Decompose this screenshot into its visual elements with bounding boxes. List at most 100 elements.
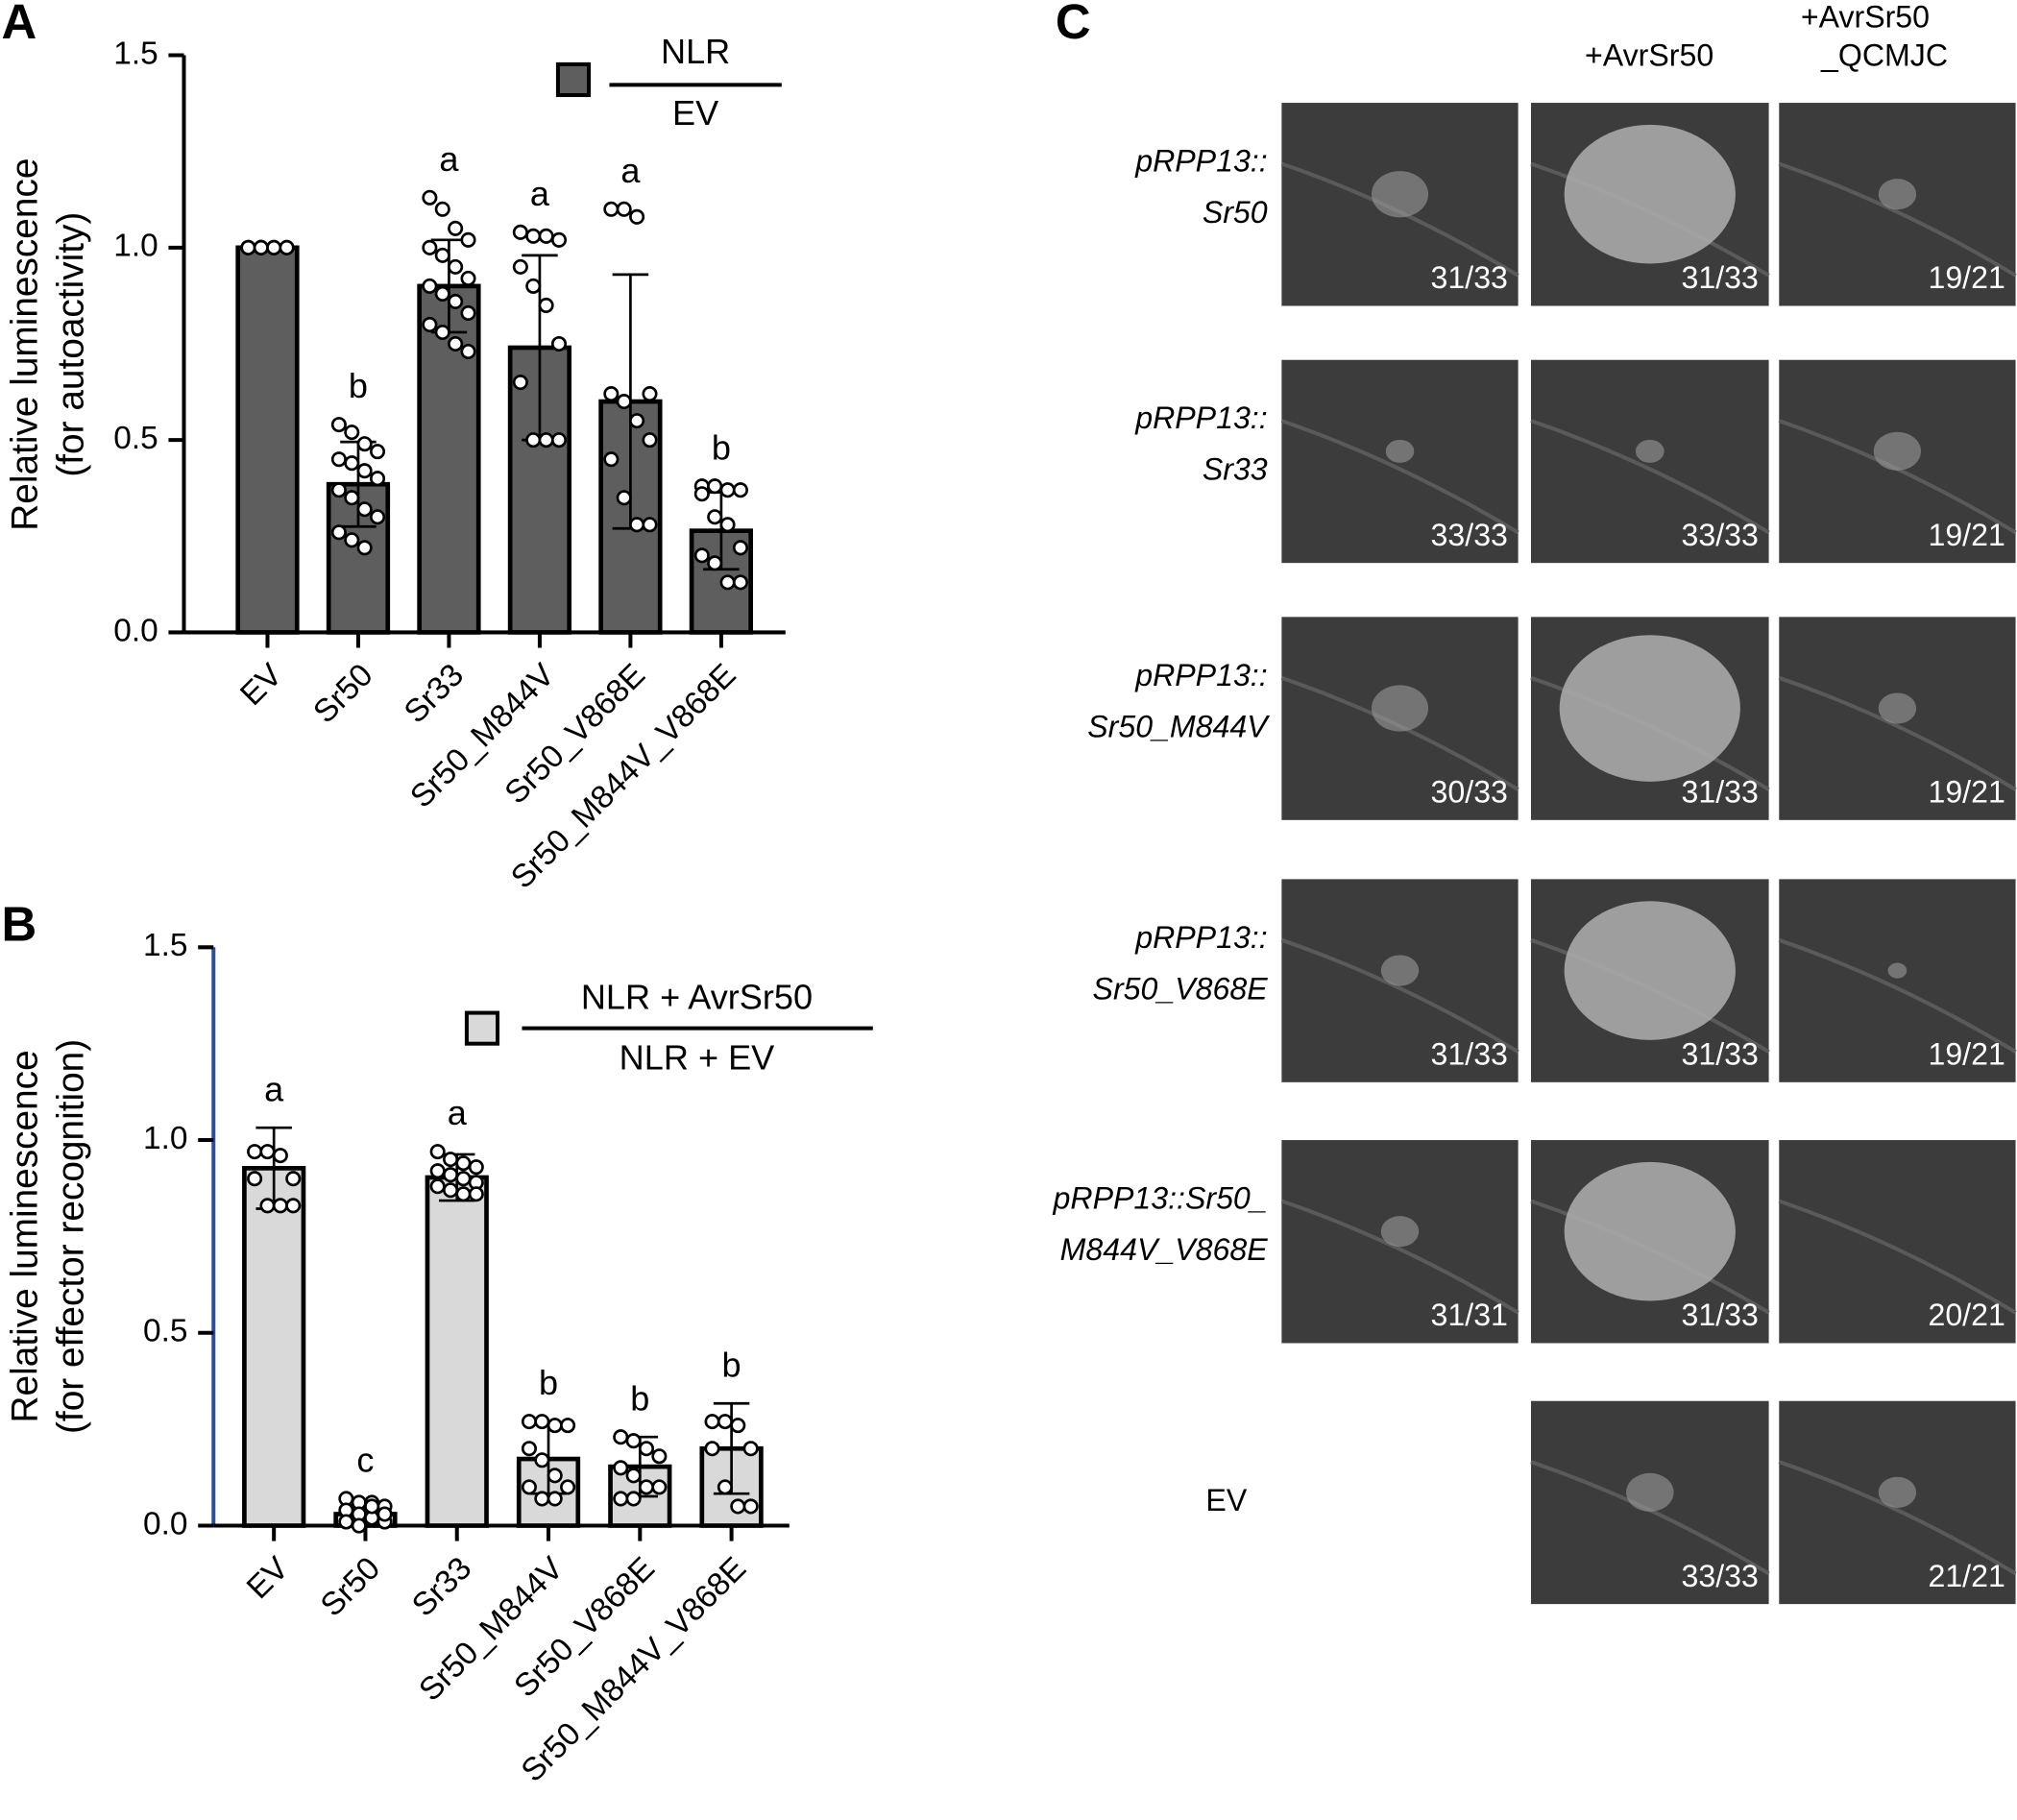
- row-label: Sr33: [1203, 452, 1268, 487]
- data-point: [356, 540, 373, 556]
- count-label: 31/33: [1431, 260, 1508, 295]
- data-point: [460, 304, 476, 321]
- data-point: [732, 482, 748, 498]
- data-point: [247, 1171, 263, 1187]
- data-point: [455, 1186, 472, 1202]
- data-point: [370, 509, 386, 525]
- count-label: 31/33: [1682, 1037, 1759, 1072]
- count-label: 21/21: [1928, 1559, 2005, 1593]
- leaf-vein: [1530, 419, 1770, 535]
- count-label: 31/33: [1431, 1037, 1508, 1072]
- row-label: Sr50_M844V: [1087, 709, 1270, 743]
- leaf-image: [1280, 879, 1519, 1082]
- data-point: [521, 1414, 537, 1430]
- data-point: [364, 1498, 380, 1515]
- data-point: [460, 343, 476, 360]
- data-point: [651, 1448, 668, 1465]
- lesion: [1878, 179, 1917, 210]
- legend-swatch: [555, 61, 592, 98]
- data-point: [719, 482, 736, 498]
- data-point: [693, 547, 710, 564]
- data-point: [434, 285, 450, 302]
- leaf-image: [1280, 1140, 1519, 1344]
- data-point: [253, 239, 269, 255]
- data-point: [742, 1441, 759, 1457]
- leaf-image: [1778, 879, 2017, 1082]
- data-point: [704, 1441, 720, 1457]
- data-point: [730, 1498, 746, 1515]
- data-point: [460, 270, 476, 286]
- data-point: [547, 1418, 563, 1434]
- data-point: [616, 490, 632, 506]
- count-label: 31/31: [1431, 1298, 1508, 1332]
- data-point: [434, 324, 450, 341]
- data-point: [460, 231, 476, 248]
- lesion: [1559, 635, 1740, 782]
- data-point: [521, 1479, 537, 1495]
- bar: [242, 1166, 306, 1528]
- data-point: [455, 1171, 472, 1187]
- lesion: [1635, 439, 1665, 463]
- leaf-image: [1530, 879, 1770, 1082]
- data-point: [356, 501, 373, 518]
- count-label: 19/21: [1928, 260, 2005, 295]
- count-label: 19/21: [1928, 1037, 2005, 1072]
- significance-letter: b: [712, 427, 731, 467]
- data-point: [240, 239, 256, 255]
- count-label: 33/33: [1431, 518, 1508, 552]
- row-label: pRPP13::: [1134, 920, 1267, 955]
- lesion: [1385, 439, 1415, 463]
- data-point: [330, 451, 347, 468]
- data-point: [625, 1491, 642, 1507]
- leaf-vein: [1778, 1199, 2017, 1315]
- data-point: [344, 425, 360, 441]
- data-point: [613, 1460, 629, 1476]
- data-point: [732, 574, 748, 591]
- leaf-image: [1778, 103, 2017, 306]
- count-label: 20/21: [1928, 1298, 2005, 1332]
- data-point: [707, 509, 723, 525]
- data-point: [443, 1152, 459, 1168]
- leaf-image: [1778, 1140, 2017, 1344]
- count-label: 31/33: [1682, 775, 1759, 810]
- data-point: [468, 1186, 484, 1202]
- y-tick-label: 0.5: [143, 1314, 187, 1349]
- data-point: [560, 1418, 576, 1434]
- row-label: pRPP13::Sr50_: [1053, 1180, 1268, 1215]
- leaf-vein: [1778, 1460, 2017, 1576]
- significance-letter: b: [349, 366, 368, 405]
- data-point: [717, 1479, 733, 1495]
- data-point: [534, 1414, 550, 1430]
- data-point: [434, 201, 450, 217]
- leaf-image: [1530, 103, 1770, 306]
- x-tick-label: EV: [233, 657, 289, 713]
- y-tick-label: 1.5: [113, 36, 158, 71]
- data-point: [534, 1452, 550, 1468]
- lesion: [1878, 1476, 1917, 1508]
- count-label: 30/33: [1431, 775, 1508, 810]
- data-point: [330, 417, 347, 433]
- data-point: [525, 278, 542, 294]
- leaf-background: [1779, 879, 2016, 1082]
- data-point: [603, 386, 620, 402]
- panel-letter: C: [1056, 0, 1091, 49]
- data-point: [272, 1198, 288, 1214]
- data-point: [638, 1479, 655, 1495]
- significance-letter: a: [530, 174, 550, 213]
- leaf-image: [1280, 103, 1519, 306]
- data-point: [259, 1198, 276, 1214]
- data-point: [259, 1144, 276, 1160]
- data-point: [550, 432, 568, 449]
- data-point: [370, 444, 386, 460]
- data-point: [704, 1414, 720, 1430]
- lesion: [1380, 955, 1420, 986]
- data-point: [448, 220, 464, 236]
- y-tick-label: 1.0: [143, 1121, 187, 1156]
- leaf-vein: [1778, 161, 2017, 278]
- data-point: [625, 1433, 642, 1449]
- data-point: [356, 463, 373, 479]
- lesion: [1873, 431, 1922, 471]
- panel-letter: B: [1, 897, 36, 952]
